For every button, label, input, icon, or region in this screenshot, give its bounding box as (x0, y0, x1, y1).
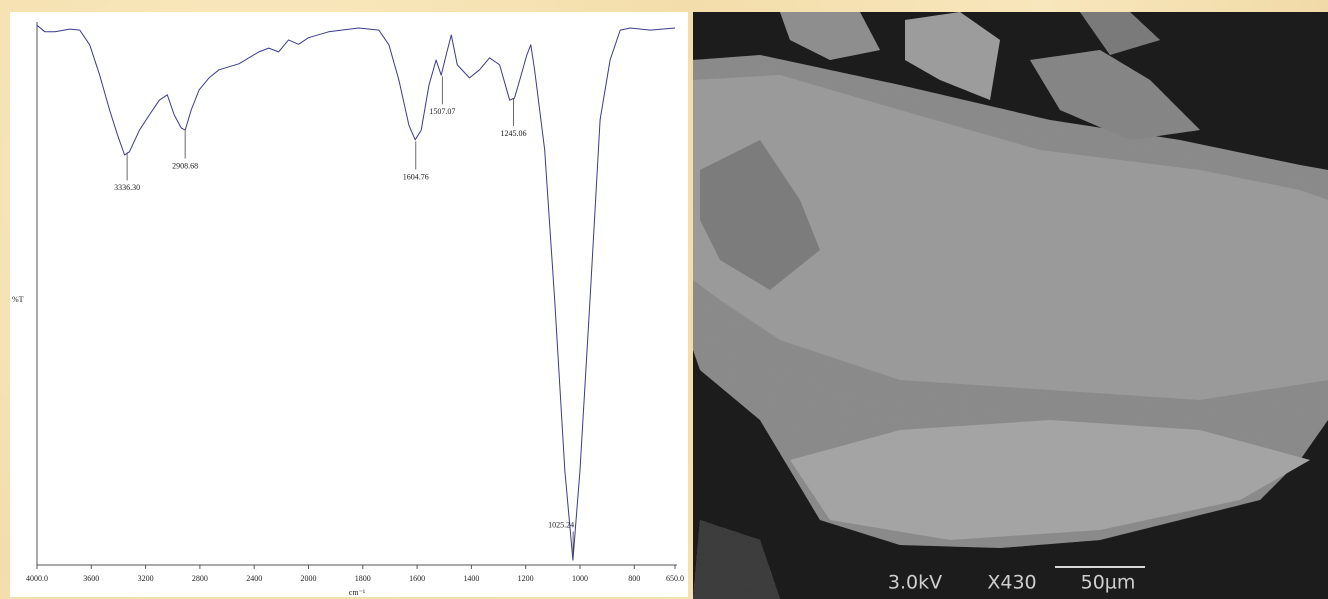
annotation-label: 1604.76 (403, 172, 429, 181)
x-tick-label: 4000.0 (26, 574, 48, 583)
figure: %T cm⁻¹ 3.0kV X430 50µm 4000.0 3600 3200 28… (0, 0, 1328, 599)
x-tick-label: 3200 (138, 574, 154, 583)
sem-voltage: 3.0kV (888, 572, 942, 594)
sem-magnification: X430 (987, 572, 1036, 594)
x-tick-label: 2800 (192, 574, 208, 583)
x-axis-label: cm⁻¹ (349, 588, 366, 597)
sem-scale: 50µm (1081, 572, 1136, 594)
annotation-label: 2908.68 (172, 161, 198, 170)
x-tick-label: 800 (628, 574, 640, 583)
x-tick-label: 1400 (463, 574, 479, 583)
y-axis-label: %T (12, 295, 24, 304)
x-tick-label: 650.0 (666, 574, 684, 583)
sem-image (693, 12, 1328, 599)
page: {"chart_data": {"type": "line", "y_label… (0, 0, 1328, 599)
annotation-label: 1025.24 (548, 520, 574, 529)
x-tick-label: 3600 (83, 574, 99, 583)
x-tick-label: 1800 (355, 574, 371, 583)
annotation-label: 1245.06 (500, 129, 526, 138)
annotation-label: 3336.30 (114, 183, 140, 192)
annotation-label: 1507.07 (429, 107, 455, 116)
x-tick-label: 2400 (246, 574, 262, 583)
spectrum-panel (10, 12, 688, 597)
x-tick-label: 1600 (409, 574, 425, 583)
x-tick-label: 1200 (518, 574, 534, 583)
x-tick-label: 1000 (572, 574, 588, 583)
x-tick-label: 2000 (300, 574, 316, 583)
